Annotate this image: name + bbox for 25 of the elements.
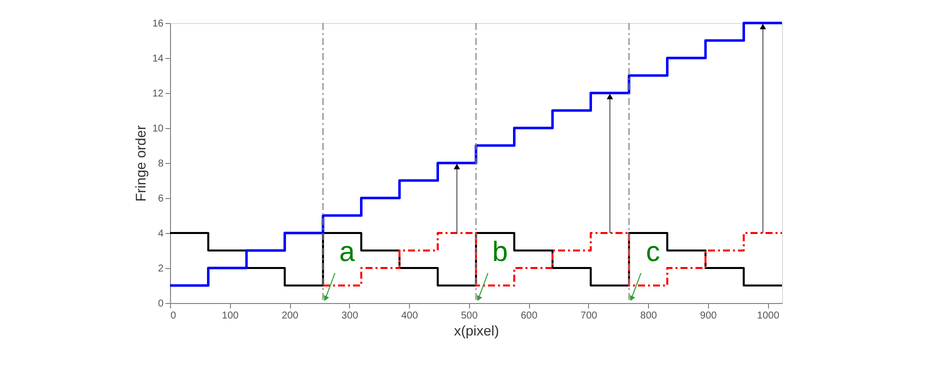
- x-tick-label: 700: [580, 310, 598, 322]
- y-axis-title: Fringe order: [132, 125, 148, 202]
- y-tick-label: 0: [158, 298, 164, 310]
- y-tick-label: 6: [158, 194, 164, 204]
- x-tick-label: 400: [401, 310, 418, 322]
- x-tick-label: 500: [460, 310, 478, 322]
- x-tick-label: 800: [640, 310, 658, 322]
- x-tick-label: 200: [282, 310, 299, 322]
- y-tick-label: 16: [152, 18, 164, 30]
- y-tick-label: 14: [152, 54, 164, 64]
- annotation: c: [646, 236, 660, 267]
- y-tick-label: 8: [158, 158, 164, 170]
- y-tick-label: 12: [152, 88, 164, 100]
- x-tick-label: 600: [520, 310, 538, 322]
- y-tick-label: 10: [152, 124, 164, 134]
- x-tick-label: 900: [700, 310, 718, 322]
- annotation: b: [492, 236, 508, 267]
- x-tick-label: 300: [341, 310, 359, 322]
- x-tick-label: 0: [170, 310, 176, 322]
- x-tick-label: 1000: [757, 310, 780, 322]
- y-tick-label: 2: [158, 264, 164, 274]
- annotation: a: [339, 236, 356, 267]
- x-tick-label: 100: [222, 310, 240, 322]
- x-axis-title: x(pixel): [454, 322, 500, 338]
- y-tick-label: 4: [158, 228, 164, 240]
